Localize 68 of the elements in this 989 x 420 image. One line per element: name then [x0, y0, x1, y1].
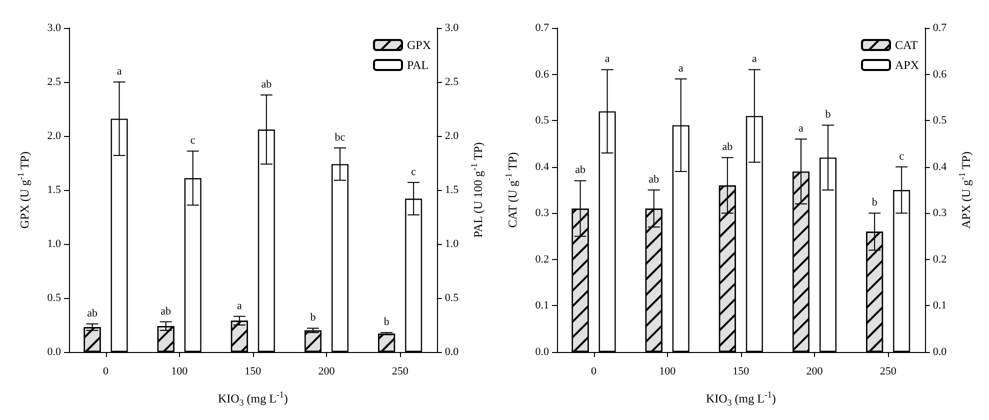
y-tick-label: 0.2 [535, 253, 549, 266]
annotation: ab [648, 174, 660, 186]
y2-tick-label: 0.2 [932, 253, 947, 266]
y-tick-label: 0.7 [535, 22, 550, 34]
annotation: b [310, 312, 316, 324]
legend-label: PAL [406, 58, 429, 72]
annotation: ab [722, 141, 734, 154]
y2-tick-label: 0.5 [444, 292, 460, 304]
y-tick-label: 1.5 [47, 184, 62, 196]
annotation: c [190, 134, 196, 147]
annotation: a [236, 300, 242, 312]
y2-tick-label: 0.0 [932, 346, 948, 358]
y2-tick-label: 0.5 [932, 114, 948, 127]
annotation: a [604, 53, 610, 66]
y2-tick-label: 0.6 [932, 68, 948, 80]
y2-tick-label: 2.0 [444, 130, 460, 142]
y2-axis-title: APX (U g-1 TP) [957, 152, 973, 229]
annotation: b [384, 316, 390, 328]
x-tick-label: 250 [392, 366, 409, 378]
y2-tick-label: 0.4 [932, 160, 948, 173]
x-tick-label: 0 [591, 366, 598, 378]
annotation: a [116, 66, 122, 78]
annotation: bc [334, 131, 346, 144]
x-tick-label: 0 [103, 366, 110, 378]
legend-label: GPX [406, 38, 432, 52]
y-axis-title: GPX (U g-1 TP) [16, 152, 32, 229]
y2-tick-label: 3.0 [444, 22, 460, 34]
y-tick-label: 1.0 [47, 238, 62, 250]
y2-tick-label: 0.1 [932, 300, 947, 312]
legend-label: CAT [894, 38, 918, 52]
annotation: b [825, 108, 832, 121]
annotation: b [872, 196, 878, 209]
y-tick-label: 0.3 [535, 207, 550, 220]
annotation: a [752, 53, 757, 66]
annotation: a [678, 62, 684, 74]
y-tick-label: 0.1 [535, 300, 549, 312]
annotation: c [899, 150, 904, 162]
x-tick-label: 100 [171, 366, 188, 378]
annotation: a [798, 122, 804, 135]
x-tick-label: 100 [659, 366, 676, 378]
y-tick-label: 0.5 [47, 292, 62, 304]
y2-tick-label: 2.5 [444, 76, 460, 88]
y2-tick-label: 0.0 [444, 346, 460, 358]
legend-label: APX [894, 58, 920, 72]
annotation: ab [87, 307, 98, 320]
y2-tick-label: 1.0 [444, 238, 460, 250]
x-tick-label: 200 [318, 366, 336, 378]
y2-tick-label: 0.3 [932, 207, 948, 220]
y-tick-label: 0.0 [535, 346, 550, 358]
y-axis-title: CAT (U g-1 TP) [504, 152, 520, 228]
y-tick-label: 0.0 [47, 346, 62, 358]
y-tick-label: 0.5 [535, 114, 550, 127]
annotation: ab [160, 305, 172, 318]
y2-axis-title: PAL (U 100 g-1 TP) [469, 142, 485, 238]
x-tick-label: 150 [244, 366, 262, 378]
annotation: c [411, 166, 416, 178]
y2-tick-label: 1.5 [444, 184, 460, 196]
x-tick-label: 200 [806, 366, 824, 378]
x-tick-label: 250 [880, 366, 897, 378]
y2-tick-label: 0.7 [932, 22, 948, 34]
x-tick-label: 150 [732, 366, 750, 378]
y-tick-label: 2.0 [47, 130, 62, 142]
y-tick-label: 2.5 [47, 76, 62, 88]
annotation: ab [575, 164, 586, 176]
annotation: ab [261, 78, 272, 90]
y-tick-label: 3.0 [47, 22, 62, 34]
y-tick-label: 0.4 [535, 160, 550, 173]
y-tick-label: 0.6 [535, 68, 550, 80]
